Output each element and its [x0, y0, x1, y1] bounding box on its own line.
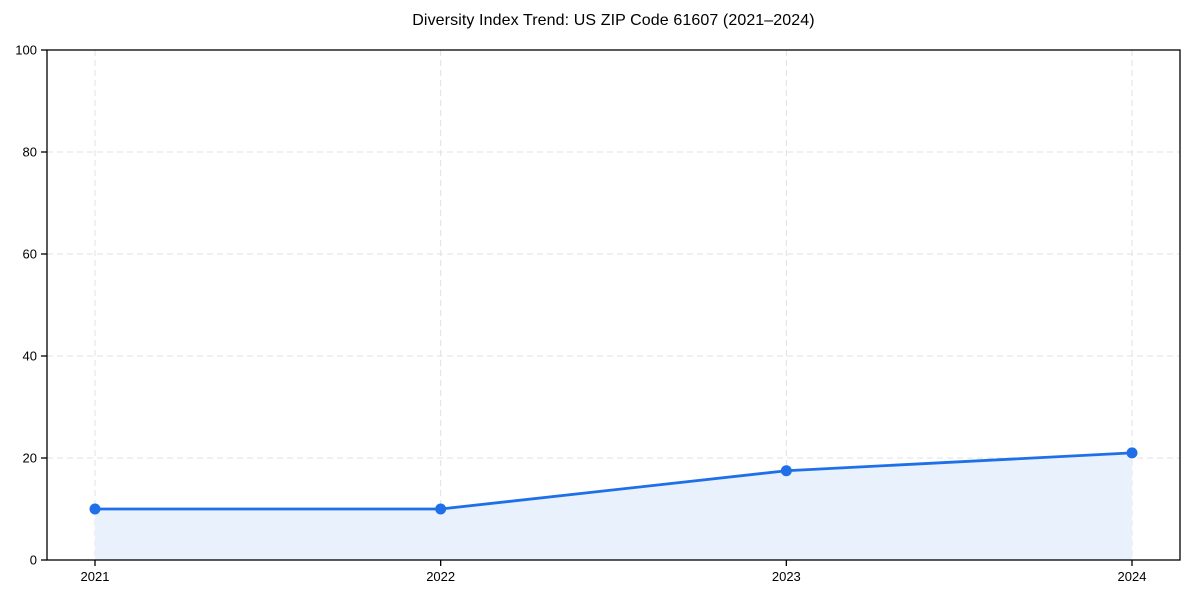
- data-point-2023: [780, 465, 792, 477]
- plot-border: [46, 49, 1181, 561]
- area-fill: [95, 452, 1132, 560]
- y-tick-label: 80: [23, 145, 37, 160]
- x-tick-label: 2024: [1118, 569, 1147, 584]
- y-tick-label: 20: [23, 451, 37, 466]
- data-point-2021: [89, 503, 101, 515]
- trend-line: [93, 451, 1134, 511]
- y-tick-label: 100: [15, 43, 37, 58]
- x-tick-label: 2023: [772, 569, 801, 584]
- data-point-2024: [1126, 447, 1138, 459]
- x-tick-label: 2021: [81, 569, 110, 584]
- y-tick-label: 0: [30, 553, 37, 568]
- data-point-2022: [435, 503, 447, 515]
- x-tick-label: 2022: [426, 569, 455, 584]
- y-tick-label: 40: [23, 349, 37, 364]
- chart-title: Diversity Index Trend: US ZIP Code 61607…: [412, 12, 815, 29]
- y-tick-label: 60: [23, 247, 37, 262]
